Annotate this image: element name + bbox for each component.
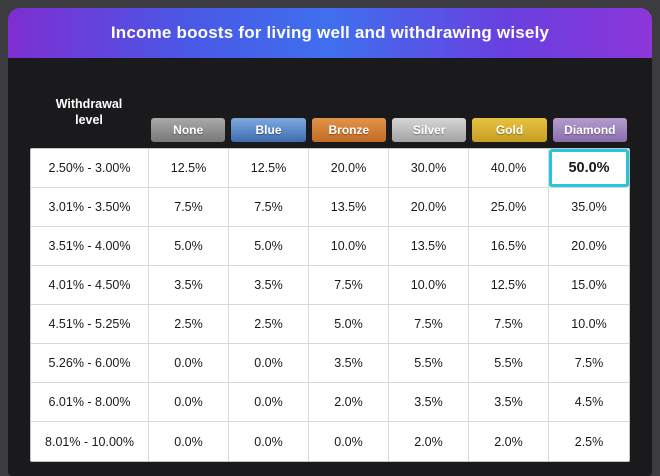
- boost-value: 7.5%: [149, 188, 229, 227]
- boost-value: 12.5%: [229, 149, 309, 188]
- boost-value: 5.0%: [229, 227, 309, 266]
- boost-value: 2.0%: [309, 383, 389, 422]
- boost-value: 5.5%: [469, 344, 549, 383]
- boost-value: 15.0%: [549, 266, 629, 305]
- boost-value: 2.5%: [149, 305, 229, 344]
- withdrawal-range: 6.01% - 8.00%: [31, 383, 149, 422]
- table-body: 2.50% - 3.00% 12.5% 12.5% 20.0% 30.0% 40.0% 50…: [30, 148, 630, 462]
- title-banner: Income boosts for living well and withdr…: [8, 8, 652, 58]
- withdrawal-range: 5.26% - 6.00%: [31, 344, 149, 383]
- withdrawal-range: 3.51% - 4.00%: [31, 227, 149, 266]
- boost-value: 3.5%: [469, 383, 549, 422]
- boost-value: 7.5%: [389, 305, 469, 344]
- boost-value: 3.5%: [309, 344, 389, 383]
- tier-chip-diamond: Diamond: [552, 118, 627, 142]
- boost-value: 20.0%: [549, 227, 629, 266]
- tier-chip-blue: Blue: [231, 118, 306, 142]
- boost-value: 3.5%: [229, 266, 309, 305]
- withdrawal-range: 4.01% - 4.50%: [31, 266, 149, 305]
- boost-value: 12.5%: [149, 149, 229, 188]
- boost-value: 0.0%: [149, 422, 229, 461]
- tier-chip-silver: Silver: [392, 118, 467, 142]
- boost-value: 0.0%: [229, 422, 309, 461]
- boost-value: 40.0%: [469, 149, 549, 188]
- withdrawal-level-label: Withdrawal level: [55, 97, 123, 128]
- withdrawal-range: 8.01% - 10.00%: [31, 422, 149, 461]
- highlighted-boost-value: 50.0%: [549, 149, 629, 188]
- boost-value: 10.0%: [309, 227, 389, 266]
- boost-value: 0.0%: [149, 383, 229, 422]
- boost-value: 5.5%: [389, 344, 469, 383]
- boost-value: 2.5%: [229, 305, 309, 344]
- boost-value: 5.0%: [309, 305, 389, 344]
- boost-value: 25.0%: [469, 188, 549, 227]
- boost-value: 3.5%: [389, 383, 469, 422]
- withdrawal-range: 3.01% - 3.50%: [31, 188, 149, 227]
- tier-chip-none: None: [151, 118, 226, 142]
- withdrawal-range: 2.50% - 3.00%: [31, 149, 149, 188]
- tier-chip-bronze: Bronze: [311, 118, 386, 142]
- boost-value: 7.5%: [229, 188, 309, 227]
- boost-value: 0.0%: [229, 383, 309, 422]
- boost-value: 2.0%: [469, 422, 549, 461]
- tier-chip-gold: Gold: [472, 118, 547, 142]
- boost-value: 10.0%: [389, 266, 469, 305]
- boost-value: 7.5%: [309, 266, 389, 305]
- boost-value: 35.0%: [549, 188, 629, 227]
- boost-value: 30.0%: [389, 149, 469, 188]
- boost-value: 0.0%: [229, 344, 309, 383]
- page-title: Income boosts for living well and withdr…: [110, 23, 550, 42]
- boost-value: 20.0%: [309, 149, 389, 188]
- boost-value: 5.0%: [149, 227, 229, 266]
- boost-value: 7.5%: [469, 305, 549, 344]
- boost-value: 3.5%: [149, 266, 229, 305]
- boost-value: 7.5%: [549, 344, 629, 383]
- boost-value: 4.5%: [549, 383, 629, 422]
- boost-value: 0.0%: [149, 344, 229, 383]
- boost-value: 16.5%: [469, 227, 549, 266]
- tier-header-row: Withdrawal level None Blue Bronze Silver Gol…: [30, 92, 630, 148]
- boost-table: Withdrawal level None Blue Bronze Silver Gol…: [8, 58, 652, 462]
- boost-value: 13.5%: [309, 188, 389, 227]
- boost-value: 20.0%: [389, 188, 469, 227]
- boost-value: 13.5%: [389, 227, 469, 266]
- boost-value: 10.0%: [549, 305, 629, 344]
- boost-value: 0.0%: [309, 422, 389, 461]
- table-panel: Withdrawal level None Blue Bronze Silver Gol…: [8, 58, 652, 476]
- withdrawal-range: 4.51% - 5.25%: [31, 305, 149, 344]
- boost-value: 2.0%: [389, 422, 469, 461]
- boost-value: 2.5%: [549, 422, 629, 461]
- boost-value: 12.5%: [469, 266, 549, 305]
